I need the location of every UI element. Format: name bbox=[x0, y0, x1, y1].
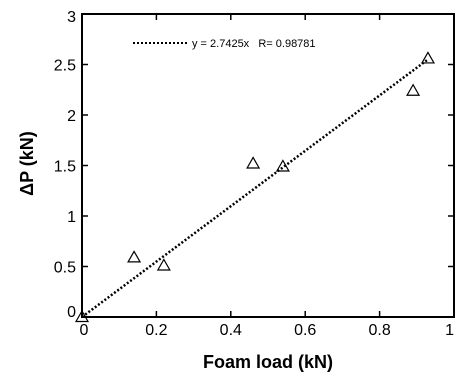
x-tick-label: 1 bbox=[445, 322, 454, 339]
y-tick-label: 1 bbox=[67, 209, 76, 226]
x-tick-label: 0.4 bbox=[220, 322, 242, 339]
y-tick-label: 2 bbox=[67, 108, 76, 125]
y-tick-label: 0.5 bbox=[54, 260, 76, 277]
fit-line-layer bbox=[81, 58, 429, 319]
y-tick-label: 0 bbox=[67, 304, 76, 321]
y-axis-title: ΔP (kN) bbox=[17, 131, 37, 196]
fit-line bbox=[81, 58, 429, 319]
data-point-triangle bbox=[127, 250, 142, 263]
data-point-triangle bbox=[156, 258, 171, 271]
y-tick-label: 1.5 bbox=[54, 159, 76, 176]
y-tick-label: 3 bbox=[67, 9, 76, 26]
legend-label: y = 2.7425x R= 0.98781 bbox=[192, 38, 316, 50]
data-point-triangle bbox=[275, 159, 290, 172]
x-tick-label: 0 bbox=[80, 322, 89, 339]
legend: y = 2.7425x R= 0.98781 bbox=[133, 38, 316, 50]
y-tick-label: 2.5 bbox=[54, 58, 76, 75]
y-axis-ticks: 0 0.5 1 1.5 2 2.5 3 bbox=[54, 9, 454, 321]
data-point-triangle bbox=[406, 83, 421, 96]
data-point-triangle bbox=[420, 51, 435, 64]
x-tick-label: 0.8 bbox=[368, 322, 390, 339]
plot-frame bbox=[81, 13, 455, 318]
x-axis-ticks: 0 0.2 0.4 0.6 0.8 1 bbox=[80, 14, 455, 339]
x-tick-label: 0.2 bbox=[145, 322, 167, 339]
x-tick-label: 0.6 bbox=[294, 322, 316, 339]
x-axis-title: Foam load (kN) bbox=[203, 352, 333, 372]
data-point-triangle bbox=[246, 156, 261, 169]
